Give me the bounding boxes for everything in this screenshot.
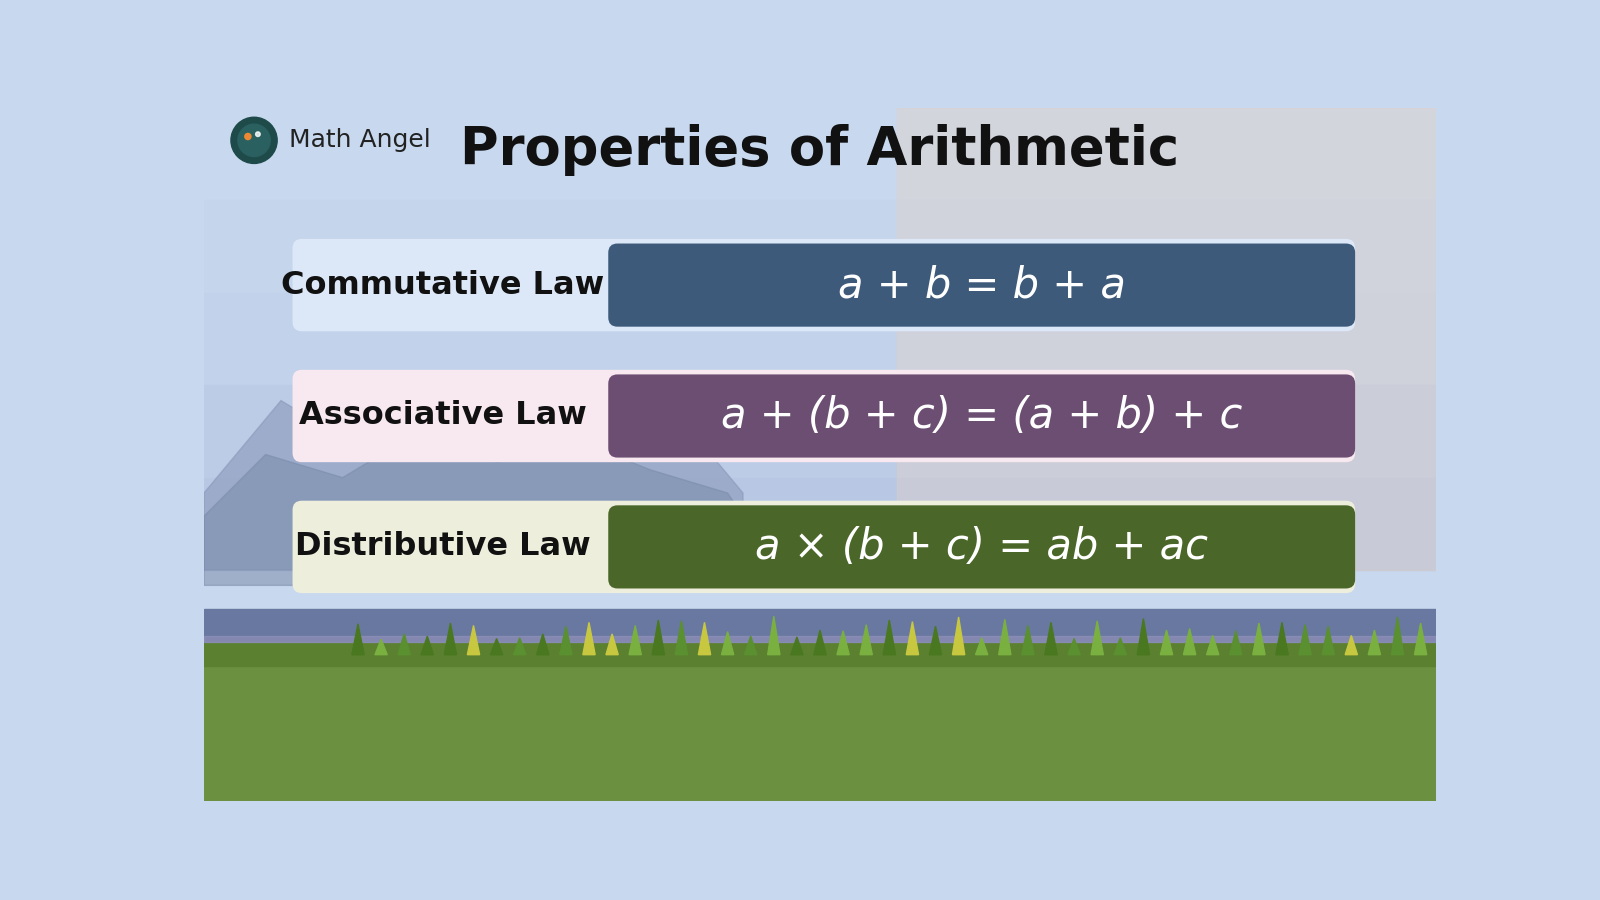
Text: Commutative Law: Commutative Law [282, 270, 605, 301]
Polygon shape [906, 622, 918, 654]
Polygon shape [675, 621, 688, 654]
Polygon shape [930, 626, 942, 654]
Polygon shape [1392, 617, 1403, 654]
Bar [205, 201, 1437, 292]
Polygon shape [837, 631, 850, 654]
Polygon shape [536, 634, 549, 654]
Bar [205, 478, 1437, 570]
Text: a + b = b + a: a + b = b + a [838, 264, 1126, 306]
Polygon shape [629, 626, 642, 654]
Polygon shape [1138, 618, 1149, 654]
Polygon shape [374, 639, 387, 654]
Circle shape [256, 132, 261, 137]
Circle shape [230, 117, 277, 164]
Polygon shape [445, 623, 456, 654]
Polygon shape [998, 619, 1011, 654]
FancyBboxPatch shape [608, 505, 1355, 589]
Polygon shape [768, 616, 779, 654]
Polygon shape [606, 634, 618, 654]
FancyBboxPatch shape [293, 370, 1355, 463]
Polygon shape [205, 385, 742, 570]
Polygon shape [352, 624, 365, 654]
Polygon shape [1299, 625, 1312, 654]
Bar [205, 644, 1437, 666]
Polygon shape [1275, 623, 1288, 654]
Polygon shape [1160, 630, 1173, 654]
FancyBboxPatch shape [293, 500, 1355, 593]
Polygon shape [1230, 631, 1242, 654]
Polygon shape [514, 638, 526, 654]
FancyBboxPatch shape [293, 238, 1355, 331]
Bar [205, 385, 1437, 478]
Bar [205, 659, 1437, 801]
Polygon shape [722, 632, 734, 654]
Polygon shape [582, 623, 595, 654]
Polygon shape [861, 625, 872, 654]
Circle shape [238, 124, 270, 157]
Text: a × (b + c) = ab + ac: a × (b + c) = ab + ac [755, 526, 1208, 568]
Polygon shape [560, 626, 573, 654]
Bar [205, 608, 1437, 670]
Polygon shape [398, 634, 410, 654]
Bar [205, 108, 1437, 201]
Polygon shape [653, 620, 664, 654]
Polygon shape [1114, 638, 1126, 654]
Text: a + (b + c) = (a + b) + c: a + (b + c) = (a + b) + c [722, 395, 1242, 437]
Polygon shape [744, 636, 757, 654]
Text: Distributive Law: Distributive Law [294, 531, 590, 562]
Polygon shape [1091, 621, 1104, 654]
Circle shape [245, 133, 251, 140]
Polygon shape [205, 431, 742, 585]
Bar [205, 292, 1437, 385]
Bar [898, 108, 1437, 570]
Polygon shape [976, 638, 987, 654]
Polygon shape [1368, 630, 1381, 654]
Polygon shape [952, 617, 965, 654]
Polygon shape [814, 630, 826, 654]
Polygon shape [421, 636, 434, 654]
Polygon shape [883, 620, 896, 654]
FancyBboxPatch shape [608, 244, 1355, 327]
Polygon shape [1253, 623, 1266, 654]
Polygon shape [1414, 623, 1427, 654]
Polygon shape [1346, 635, 1357, 654]
Text: Associative Law: Associative Law [299, 400, 587, 431]
Polygon shape [1206, 635, 1219, 654]
Polygon shape [467, 626, 480, 654]
Polygon shape [1022, 626, 1034, 654]
Polygon shape [1067, 638, 1080, 654]
Polygon shape [1045, 623, 1058, 654]
Polygon shape [491, 638, 502, 654]
FancyBboxPatch shape [608, 374, 1355, 457]
Polygon shape [1184, 628, 1195, 654]
Bar [205, 636, 1437, 643]
Polygon shape [698, 623, 710, 654]
Text: Math Angel: Math Angel [288, 129, 430, 152]
Text: Properties of Arithmetic: Properties of Arithmetic [461, 124, 1179, 176]
Polygon shape [1322, 626, 1334, 654]
Polygon shape [790, 637, 803, 654]
